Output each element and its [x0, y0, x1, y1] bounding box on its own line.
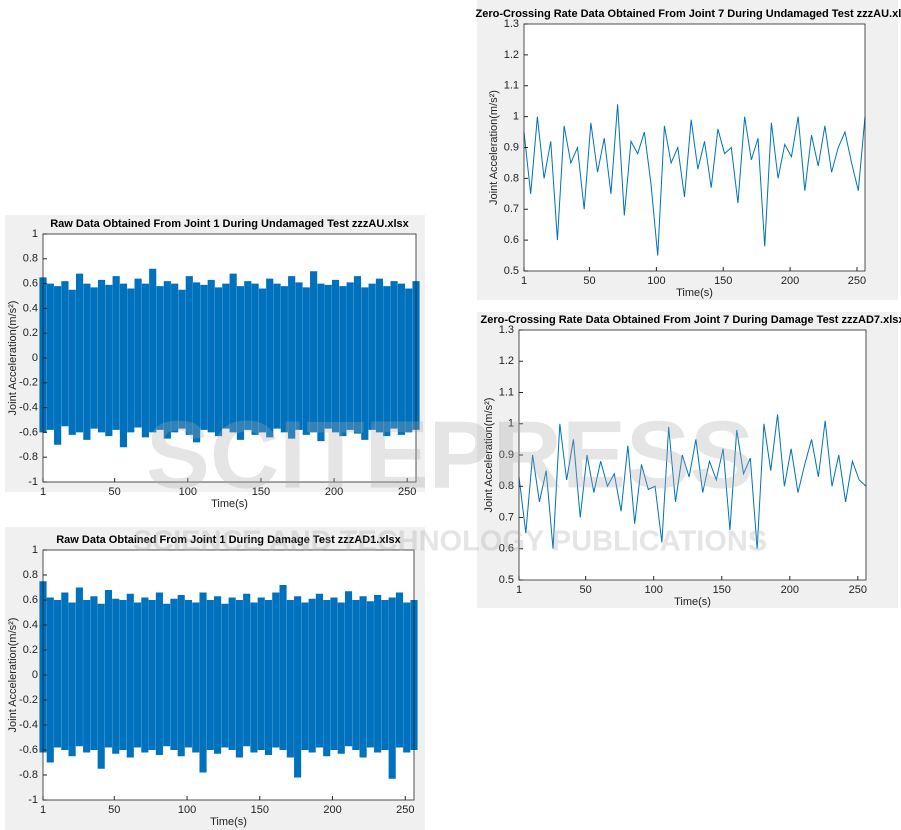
y-tick-label: 0.6 [499, 543, 514, 555]
y-tick-label: 0.8 [23, 569, 38, 581]
y-tick-label: 0.8 [499, 480, 514, 492]
y-tick-label: 0.6 [504, 234, 519, 246]
y-tick-label: -0.6 [19, 426, 38, 438]
x-axis-label: Time(s) [674, 596, 711, 608]
x-tick-label: 100 [645, 584, 663, 596]
watermark-subtitle: SCIENCE AND TECHNOLOGY PUBLICATIONS [133, 526, 767, 558]
y-tick-label: -0.8 [19, 769, 38, 781]
y-axis-label: Joint Acceleration(m/s²) [483, 398, 495, 513]
x-tick-label: 200 [781, 275, 799, 287]
y-tick-label: 0.2 [23, 644, 38, 656]
x-tick-label: 100 [179, 486, 197, 498]
y-tick-label: 1.2 [504, 49, 519, 61]
data-line [523, 104, 866, 256]
y-tick-label: -0.8 [19, 451, 38, 463]
y-tick-label: 0.8 [23, 253, 38, 265]
watermark-title: SCITEPRESS [146, 401, 754, 508]
x-tick-label: 200 [323, 804, 341, 816]
y-tick-label: 1.2 [499, 355, 514, 367]
y-tick-label: 0.2 [23, 327, 38, 339]
y-tick-label: -0.4 [19, 719, 38, 731]
x-tick-label: 200 [781, 584, 799, 596]
y-tick-label: -1 [28, 794, 38, 806]
y-tick-label: 0.5 [504, 265, 519, 277]
y-tick-label: -0.6 [19, 744, 38, 756]
y-tick-label: 0.5 [499, 574, 514, 586]
chart-panel: 0.50.60.70.80.911.11.21.31 50 100 150 200 250… [475, 0, 901, 300]
x-axis-label: Time(s) [210, 816, 247, 828]
x-tick-label: 50 [583, 275, 595, 287]
y-tick-label: 1 [508, 418, 514, 430]
x-axis-label: Time(s) [211, 498, 248, 510]
y-axis-label: Joint Acceleration(m/s²) [7, 301, 19, 416]
y-tick-label: 1 [513, 111, 519, 123]
x-tick-label: 1 [516, 584, 522, 596]
x-tick-label: 250 [848, 275, 866, 287]
y-tick-label: -0.2 [19, 377, 38, 389]
x-tick-label: 1 [40, 486, 46, 498]
x-tick-label: 250 [398, 486, 416, 498]
x-tick-label: 100 [178, 804, 196, 816]
y-tick-label: 1.3 [504, 18, 519, 30]
x-tick-label: 50 [108, 804, 120, 816]
y-tick-label: 1 [32, 228, 38, 240]
y-axis-label: Joint Acceleration(m/s²) [7, 618, 19, 733]
y-tick-label: 0.8 [504, 172, 519, 184]
y-tick-label: 0.4 [23, 619, 38, 631]
x-tick-label: 1 [40, 804, 46, 816]
chart-title: Raw Data Obtained From Joint 1 During Da… [56, 534, 401, 546]
x-tick-label: 250 [849, 584, 867, 596]
x-tick-label: 50 [109, 486, 121, 498]
y-tick-label: -0.2 [19, 694, 38, 706]
plot-area [519, 330, 866, 580]
x-tick-label: 250 [396, 804, 414, 816]
x-tick-label: 100 [647, 275, 665, 287]
y-tick-label: 0 [32, 669, 38, 681]
plot-area [43, 234, 416, 482]
y-tick-label: 0.9 [499, 449, 514, 461]
chart-title: Zero-Crossing Rate Data Obtained From Jo… [481, 314, 901, 326]
y-tick-label: 0.7 [504, 203, 519, 215]
y-tick-label: -0.4 [19, 402, 38, 414]
x-tick-label: 1 [521, 275, 527, 287]
x-tick-label: 150 [251, 804, 269, 816]
x-tick-label: 150 [714, 275, 732, 287]
y-tick-label: 0.9 [504, 141, 519, 153]
y-tick-label: 0.4 [23, 302, 38, 314]
y-tick-label: 1 [32, 544, 38, 556]
y-tick-label: 0 [32, 352, 38, 364]
chart-panel: 0.50.60.70.80.911.11.21.31 50 100 150 200 250… [477, 312, 901, 608]
y-tick-label: 0.7 [499, 511, 514, 523]
chart-panel: -1-0.8-0.6-0.4-0.200.20.40.60.811 50 100 15… [5, 527, 425, 830]
y-axis-label: Joint Acceleration(m/s²) [488, 90, 500, 205]
x-axis-label: Time(s) [676, 287, 713, 299]
chart-title: Zero-Crossing Rate Data Obtained From Jo… [475, 8, 901, 20]
data-line [518, 414, 867, 549]
y-tick-label: 1.3 [499, 324, 514, 336]
plot-area [43, 550, 414, 800]
y-tick-label: 1.1 [499, 386, 514, 398]
x-tick-label: 200 [325, 486, 343, 498]
x-tick-label: 50 [580, 584, 592, 596]
chart-panel: -1-0.8-0.6-0.4-0.200.20.40.60.811 50 100 15… [5, 215, 425, 510]
y-tick-label: 1.1 [504, 80, 519, 92]
y-tick-label: -1 [28, 476, 38, 488]
chart-title: Raw Data Obtained From Joint 1 During Un… [50, 218, 409, 230]
y-tick-label: 0.6 [23, 594, 38, 606]
x-tick-label: 150 [713, 584, 731, 596]
x-tick-label: 150 [252, 486, 270, 498]
y-tick-label: 0.6 [23, 278, 38, 290]
